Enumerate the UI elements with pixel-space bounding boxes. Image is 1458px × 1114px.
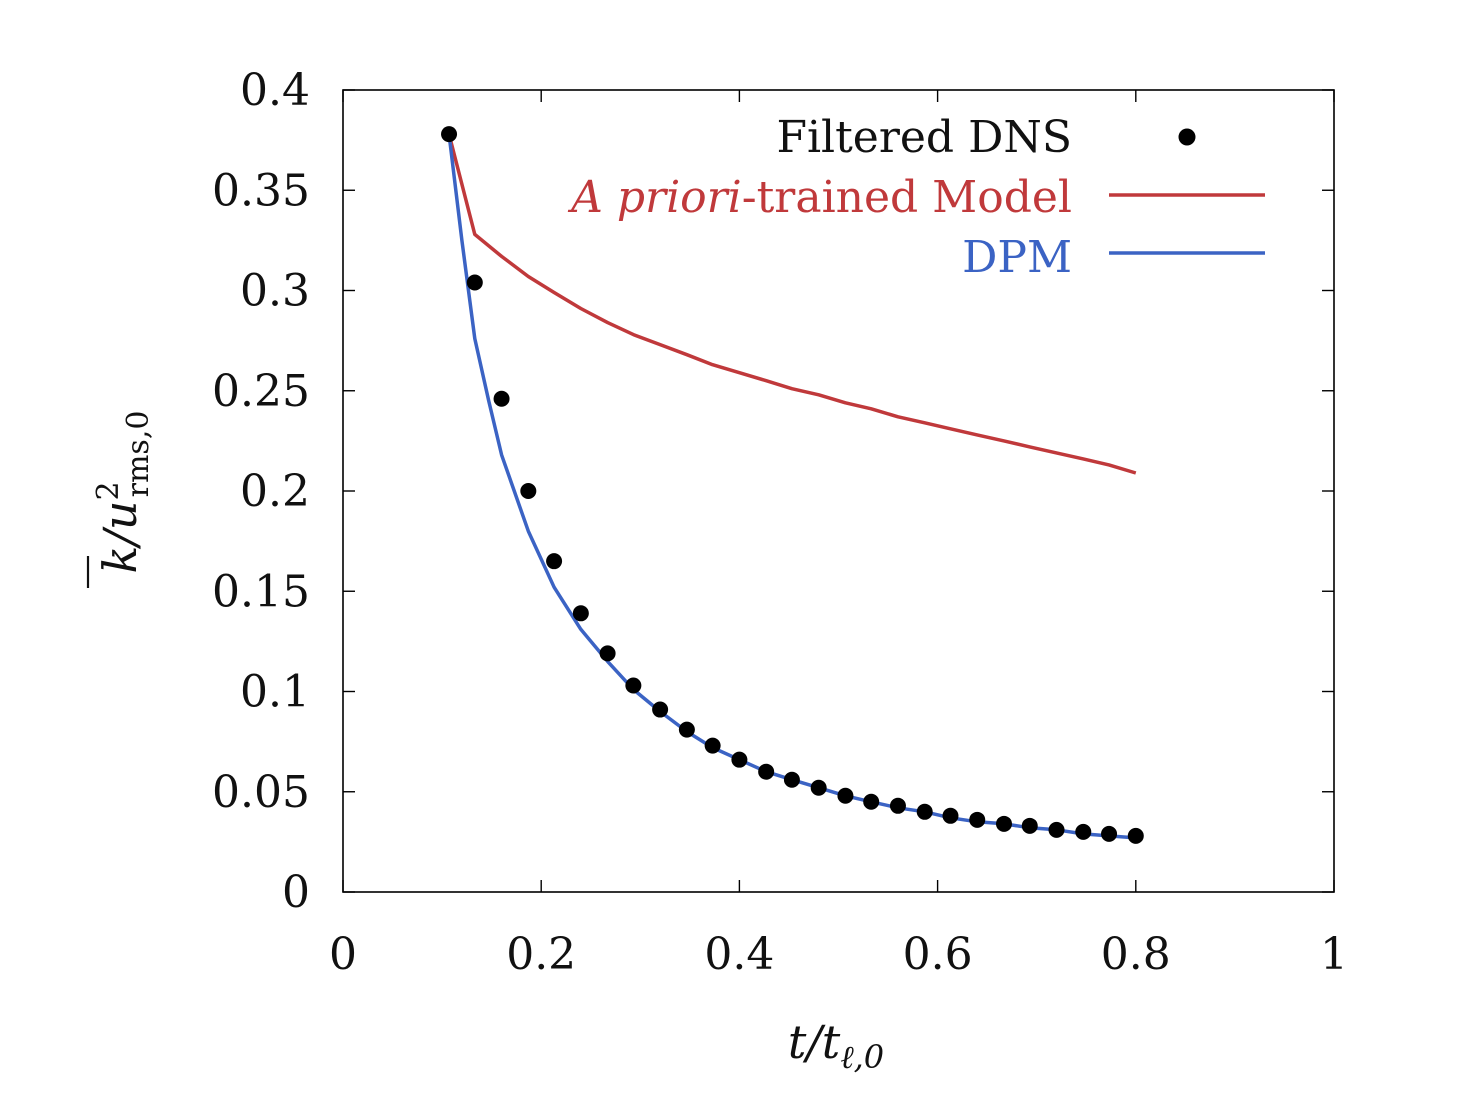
legend-marker-filtered-dns: [1178, 128, 1196, 146]
x-axis-title-subscript: ℓ,0: [840, 1038, 884, 1076]
series-line-a-priori-trained-model: [447, 133, 1137, 475]
data-point-filtered-dns: [599, 645, 616, 662]
y-tick-label: 0.2: [240, 466, 310, 517]
data-point-filtered-dns: [889, 797, 906, 814]
x-axis-title-main: t/t: [788, 1015, 841, 1069]
x-tick-label: 0.8: [1101, 929, 1171, 980]
series-layer: [441, 126, 1144, 844]
legend-label-filtered-dns: Filtered DNS: [776, 112, 1072, 163]
legend-label-a-priori-italic: A priori: [567, 172, 742, 223]
y-tick-label: 0.3: [240, 266, 310, 317]
data-point-filtered-dns: [520, 483, 537, 499]
y-tick-label: 0: [282, 867, 310, 918]
data-point-filtered-dns: [995, 815, 1012, 832]
data-point-filtered-dns: [1127, 827, 1144, 844]
x-tick-label: 0.6: [903, 929, 973, 980]
y-tick-label: 0.1: [240, 667, 310, 718]
data-point-filtered-dns: [652, 701, 669, 718]
y-axis-title-subscript: rms,0: [121, 411, 156, 498]
data-point-filtered-dns: [1021, 817, 1038, 834]
data-point-filtered-dns: [546, 553, 563, 570]
data-point-filtered-dns: [704, 737, 721, 754]
plot-frame: [342, 89, 1335, 893]
y-tick-label: 0.15: [212, 566, 310, 617]
y-tick-label: 0.35: [212, 165, 310, 216]
legend-label-dpm: DPM: [962, 232, 1072, 283]
legend: Filtered DNS A priori-trained Model DPM: [567, 112, 1265, 283]
x-tick-label: 0: [329, 929, 357, 980]
data-point-filtered-dns: [731, 751, 748, 768]
data-point-filtered-dns: [942, 807, 959, 824]
data-point-filtered-dns: [441, 126, 458, 143]
y-axis-title-main: k/u: [93, 500, 147, 573]
x-axis-title: t/tℓ,0: [788, 1015, 884, 1076]
data-point-filtered-dns: [625, 677, 642, 694]
data-point-filtered-dns: [969, 811, 986, 828]
data-point-filtered-dns: [572, 605, 589, 622]
y-axis-title-group: k/u2rms,0: [86, 411, 156, 588]
legend-label-a-priori-rest: -trained Model: [742, 172, 1072, 223]
y-tick-label: 0.25: [212, 366, 310, 417]
data-point-filtered-dns: [783, 771, 800, 788]
tick-labels: 0 0.2 0.4 0.6 0.8 1 0 0.05 0.1 0.15 0.2 0.25 0.3 0.35…: [212, 65, 1348, 980]
y-tick-label: 0.4: [240, 65, 310, 116]
data-point-filtered-dns: [1075, 823, 1092, 840]
data-point-filtered-dns: [1048, 821, 1065, 838]
x-tick-label: 1: [1320, 929, 1348, 980]
data-point-filtered-dns: [916, 803, 933, 820]
data-point-filtered-dns: [493, 390, 510, 407]
x-tick-label: 0.2: [506, 929, 576, 980]
y-axis-title-superscript: 2: [91, 481, 126, 500]
y-tick-label: 0.05: [212, 767, 310, 818]
data-point-filtered-dns: [466, 274, 483, 291]
x-tick-label: 0.4: [704, 929, 774, 980]
data-point-filtered-dns: [678, 721, 695, 738]
data-point-filtered-dns: [837, 787, 854, 804]
data-point-filtered-dns: [758, 763, 775, 780]
data-point-filtered-dns: [810, 779, 827, 796]
data-point-filtered-dns: [863, 793, 880, 810]
data-point-filtered-dns: [1101, 825, 1118, 842]
y-axis-title: k/u2rms,0: [91, 411, 156, 574]
legend-label-a-priori-model: A priori-trained Model: [567, 172, 1072, 223]
